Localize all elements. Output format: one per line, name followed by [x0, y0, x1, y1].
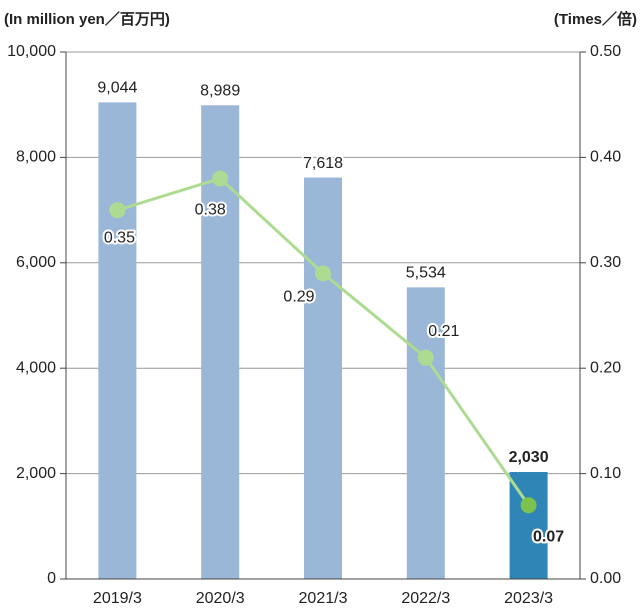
y-axis-label: (In million yen／百万円) — [4, 10, 170, 28]
x-tick-label: 2022/3 — [401, 590, 450, 607]
y2-tick-label: 0.10 — [590, 465, 621, 482]
bar-value-label: 7,618 — [303, 155, 343, 172]
bar — [406, 287, 445, 579]
y-tick-label: 10,000 — [7, 43, 56, 60]
x-tick-label: 2021/3 — [299, 590, 348, 607]
y2-tick-label: 0.50 — [590, 43, 621, 60]
line-point — [417, 349, 434, 366]
y-tick-label: 6,000 — [16, 254, 56, 271]
bar — [509, 472, 548, 579]
line-point — [109, 202, 126, 219]
line-point — [212, 170, 229, 187]
line-value-label: 0.29 — [283, 289, 314, 306]
y2-tick-label: 0.40 — [590, 149, 621, 166]
y2-tick-label: 0.20 — [590, 359, 621, 376]
line-value-label: 0.21 — [428, 323, 459, 340]
y-tick-label: 4,000 — [16, 359, 56, 376]
y-tick-label: 8,000 — [16, 149, 56, 166]
bar — [304, 177, 342, 579]
x-tick-label: 2020/3 — [196, 590, 245, 607]
y-tick-label: 0 — [47, 570, 56, 587]
line-value-label: 0.07 — [533, 528, 564, 545]
bar-value-label: 2,030 — [509, 449, 549, 466]
y2-axis-label: (Times／倍) — [554, 10, 637, 28]
bar-value-label: 8,989 — [200, 82, 240, 99]
line-value-label: 0.35 — [104, 229, 135, 246]
x-tick-label: 2019/3 — [93, 590, 142, 607]
bar-value-label: 9,044 — [97, 80, 137, 97]
line-value-label: 0.38 — [195, 202, 226, 219]
bar — [98, 102, 137, 580]
bar-value-label: 5,534 — [406, 265, 446, 282]
line-point — [520, 497, 537, 514]
line-point — [315, 265, 331, 282]
y2-tick-label: 0.00 — [590, 570, 621, 587]
x-tick-label: 2023/3 — [504, 590, 553, 607]
y-tick-label: 2,000 — [16, 465, 56, 482]
y2-tick-label: 0.30 — [590, 254, 621, 271]
